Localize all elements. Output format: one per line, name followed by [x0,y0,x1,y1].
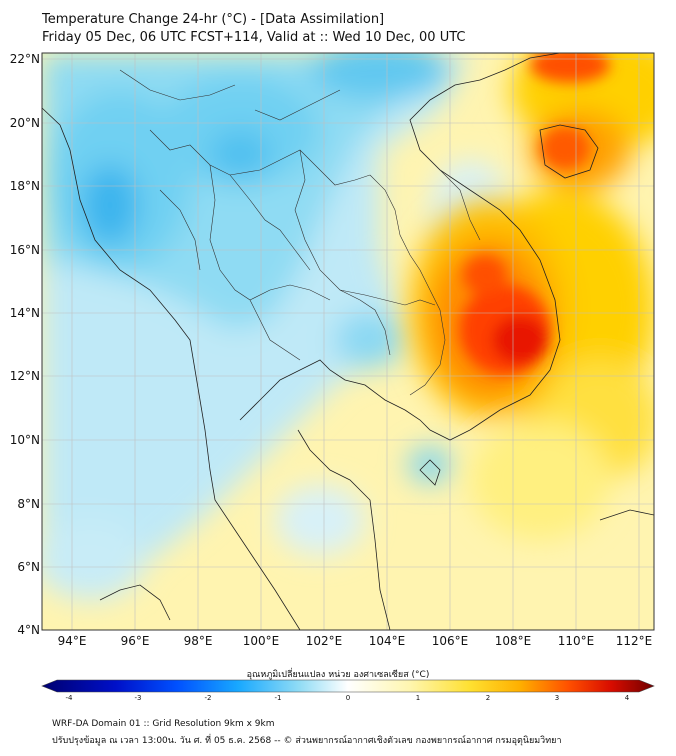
graticule [42,53,654,630]
lat-label: 18°N [9,179,40,193]
colorbar-tick: 4 [624,694,630,702]
lon-label: 98°E [183,634,213,648]
lon-label: 106°E [431,634,469,648]
map-frame [41,52,655,631]
lon-label: 108°E [494,634,532,648]
footer-resolution: WRF-DA Domain 01 :: Grid Resolution 9km … [52,719,275,729]
colorbar-tick: 0 [345,694,351,702]
lon-label: 96°E [120,634,150,648]
lat-label: 6°N [17,560,40,574]
lat-label: 16°N [9,243,40,257]
lon-label: 112°E [615,634,653,648]
map-field [42,53,654,630]
colorbar-tick: -4 [65,694,73,702]
lon-label: 102°E [305,634,343,648]
title-line-2: Friday 05 Dec, 06 UTC FCST+114, Valid at… [42,30,466,45]
lat-label: 22°N [9,52,40,66]
lon-label: 110°E [557,634,595,648]
colorbar-title: อุณหภูมิเปลี่ยนแปลง หน่วย องศาเซลเซียส (… [246,670,430,680]
coastlines [42,53,654,630]
colorbar-tick: -3 [134,694,142,702]
footer-credit: ปรับปรุงข้อมูล ณ เวลา 13:00น. วัน ศ. ที่… [52,736,562,746]
lat-label: 10°N [9,433,40,447]
colorbar [41,679,655,693]
lon-label: 104°E [368,634,406,648]
lat-label: 12°N [9,369,40,383]
title-line-1: Temperature Change 24-hr (°C) - [Data As… [42,12,385,27]
lat-label: 20°N [9,116,40,130]
lat-label: 4°N [17,623,40,637]
borders [119,69,481,396]
warming-core [460,53,610,375]
colorbar-tick: 1 [415,694,421,702]
lat-label: 14°N [9,306,40,320]
colorbar-tick: 3 [554,694,560,702]
colorbar-tick: 2 [485,694,491,702]
lon-label: 100°E [242,634,280,648]
colorbar-tick: -1 [274,694,282,702]
lon-label: 94°E [57,634,87,648]
lat-label: 8°N [17,497,40,511]
colorbar-tick: -2 [204,694,212,702]
